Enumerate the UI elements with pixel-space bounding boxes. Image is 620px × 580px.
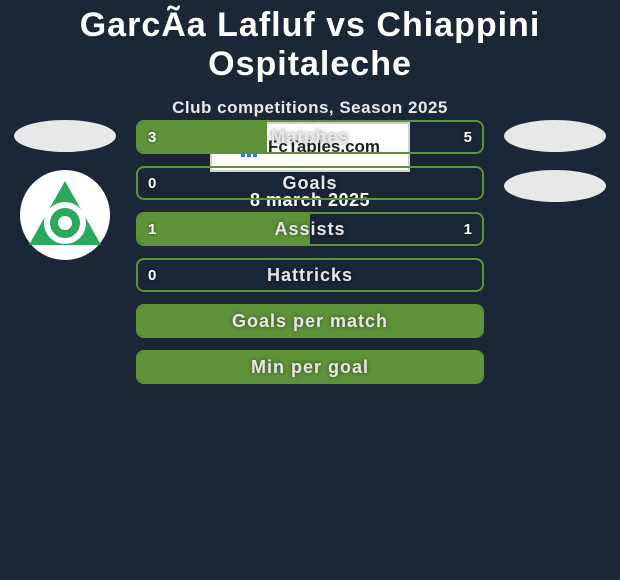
- player-left-oval: [14, 120, 116, 152]
- stat-bar-left-value: 3: [148, 122, 156, 152]
- stat-bar-right-value: 5: [464, 122, 472, 152]
- player-right-oval-1: [504, 120, 606, 152]
- stat-bar-label: Hattricks: [138, 260, 482, 290]
- player-left-column: [10, 120, 120, 260]
- subtitle: Club competitions, Season 2025: [0, 98, 620, 118]
- stat-bar: Goals0: [136, 166, 484, 200]
- stat-bar-left-value: 0: [148, 260, 156, 290]
- stat-bar-right-value: 1: [464, 214, 472, 244]
- stat-bar: Hattricks0: [136, 258, 484, 292]
- stat-bar: Min per goal: [136, 350, 484, 384]
- stat-bar-label: Goals per match: [138, 306, 482, 336]
- page-title: GarcÃ­a Lafluf vs Chiappini Ospitaleche: [0, 0, 620, 84]
- club-logo-icon: [25, 175, 105, 255]
- player-right-oval-2: [504, 170, 606, 202]
- stat-bar-left-value: 1: [148, 214, 156, 244]
- stat-bar-label: Assists: [138, 214, 482, 244]
- stat-bar-label: Min per goal: [138, 352, 482, 382]
- stat-bar: Goals per match: [136, 304, 484, 338]
- stats-bars: Matches35Goals0Assists11Hattricks0Goals …: [136, 120, 484, 396]
- stat-bar: Assists1 1: [136, 212, 484, 246]
- stat-bar-label: Matches: [138, 122, 482, 152]
- stat-bar-label: Goals: [138, 168, 482, 198]
- player-right-column: [500, 120, 610, 220]
- stat-bar: Matches3 5: [136, 120, 484, 154]
- stat-bar-left-value: 0: [148, 168, 156, 198]
- club-logo-left: [20, 170, 110, 260]
